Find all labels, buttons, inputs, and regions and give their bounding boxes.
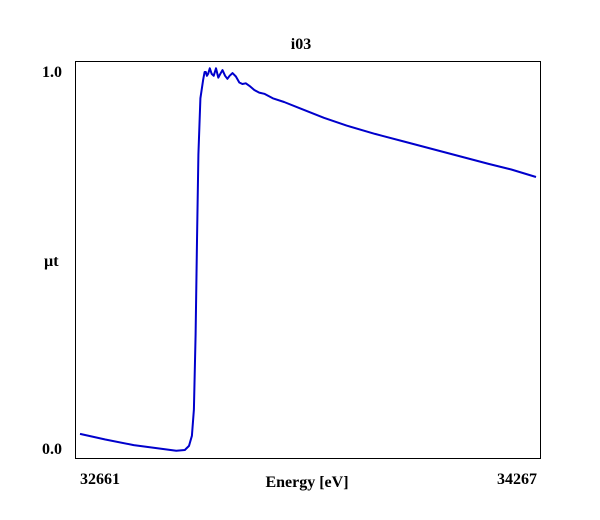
plot-frame — [75, 61, 541, 459]
x-tick-label-right: 34267 — [497, 471, 537, 488]
series-line-0 — [79, 67, 537, 452]
x-tick-label-left: 32661 — [80, 471, 120, 488]
y-tick-label-top: 1.0 — [42, 64, 62, 81]
y-tick-label-bottom: 0.0 — [42, 441, 62, 458]
x-axis-label: Energy [eV] — [265, 474, 348, 491]
chart-title: i03 — [291, 36, 311, 53]
y-axis-label: µt — [44, 253, 59, 270]
